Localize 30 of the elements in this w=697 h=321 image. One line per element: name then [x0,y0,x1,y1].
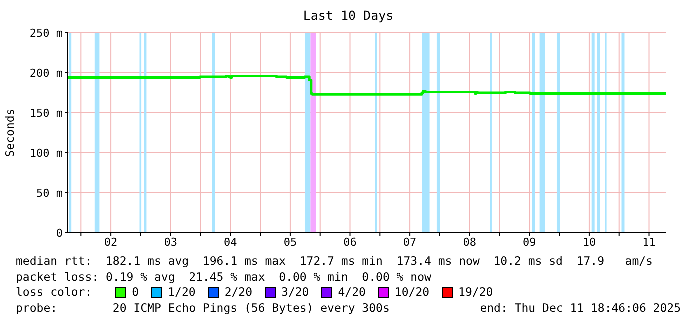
x-tick-label: 04 [224,236,238,249]
y-axis-title: Seconds [3,108,18,158]
x-tick-label: 06 [344,236,357,249]
x-tick-label: 09 [523,236,536,249]
text: probe: 20 ICMP Echo Pings (56 Bytes) every 300s [16,300,390,314]
x-tick-label: 07 [403,236,417,249]
text: 4/20 [338,285,366,300]
y-tick-label: 50 m [36,186,64,200]
x-tick-label: 11 [642,236,656,249]
text: 2/20 [224,285,253,300]
text: 0 [132,285,140,300]
x-tick-label: 03 [164,236,178,249]
y-tick-label: 200 m [30,66,64,80]
x-tick-label: 05 [284,236,298,249]
text: end: Thu Dec 11 18:46:06 2025 [480,300,681,316]
y-tick-label: 250 m [30,26,64,40]
text: packet loss: 0.19 % avg 21.45 % max 0.00 % min 0.00 % now [16,270,432,285]
x-tick-label: 02 [104,236,118,249]
text: 3/20 [282,285,310,300]
text: loss color: [16,285,92,300]
y-tick-label: 150 m [30,106,64,120]
x-tick-label: 10 [582,236,596,249]
text: 10/20 [394,285,430,300]
chart-title: Last 10 Days [302,8,395,23]
text: 1/20 [168,285,196,300]
text: 19/20 [458,285,494,300]
text: median rtt: 182.1 ms avg 196.1 ms max 172.7 ms min 173.4 ms now 10.2 ms sd 17.9 am/s [16,254,654,270]
x-tick-label: 08 [463,236,476,249]
y-tick-label: 100 m [30,146,64,160]
y-tick-label: 0 [56,226,63,240]
